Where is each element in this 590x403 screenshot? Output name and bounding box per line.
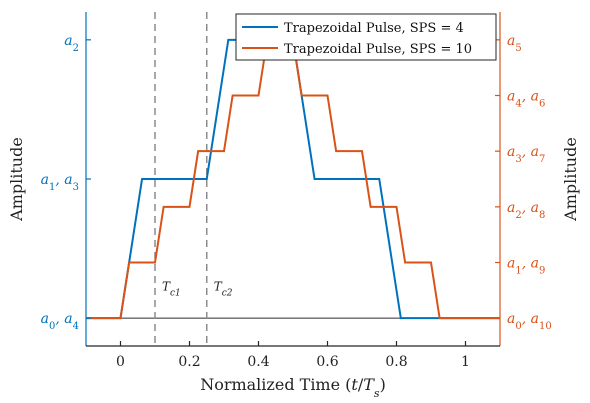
marker-label-1: Tc1: [162, 280, 181, 299]
series-line-1: [86, 38, 500, 320]
legend-box: [235, 13, 497, 61]
right-y-axis-title: Amplitude: [561, 137, 580, 222]
legend-label-2: Trapezoidal Pulse, SPS = 10: [284, 42, 472, 57]
data-series: [86, 38, 500, 320]
left-tick-label-2: a2: [64, 33, 79, 54]
right-tick-label-1: a1, a9: [507, 256, 545, 277]
axis-titles: Normalized Time (t/Ts) Amplitude Amplitude: [7, 137, 580, 399]
x-tick-label-4: 0.8: [385, 354, 407, 370]
left-y-axis: a0, a4 a1, a3 a2: [41, 12, 91, 346]
x-tick-label-2: 0.4: [247, 354, 269, 370]
left-tick-label-1: a1, a3: [41, 172, 79, 193]
x-tick-label-1: 0.2: [178, 354, 200, 370]
x-axis-title: Normalized Time (t/Ts): [200, 375, 386, 400]
right-y-axis: a0, a10 a1, a9 a2, a8 a3, a7 a4, a6 a5: [495, 12, 552, 346]
right-tick-label-5: a5: [507, 33, 522, 54]
right-tick-label-2: a2, a8: [507, 200, 545, 221]
legend: Trapezoidal Pulse, SPS = 4 Trapezoidal Pu…: [235, 13, 497, 61]
x-tick-label-3: 0.6: [316, 354, 338, 370]
x-tick-label-5: 1: [461, 354, 470, 370]
right-tick-label-4: a4, a6: [507, 89, 545, 110]
right-tick-label-3: a3, a7: [507, 144, 545, 165]
time-markers: Tc1 Tc2: [154, 12, 233, 346]
marker-label-2: Tc2: [214, 280, 233, 299]
right-tick-label-0: a0, a10: [507, 311, 552, 332]
left-y-axis-title: Amplitude: [7, 137, 26, 222]
x-tick-label-0: 0: [116, 354, 125, 370]
legend-label-1: Trapezoidal Pulse, SPS = 4: [284, 21, 464, 36]
left-tick-label-0: a0, a4: [41, 311, 79, 332]
x-axis: 0 0.2 0.4 0.6 0.8 1: [86, 341, 500, 370]
